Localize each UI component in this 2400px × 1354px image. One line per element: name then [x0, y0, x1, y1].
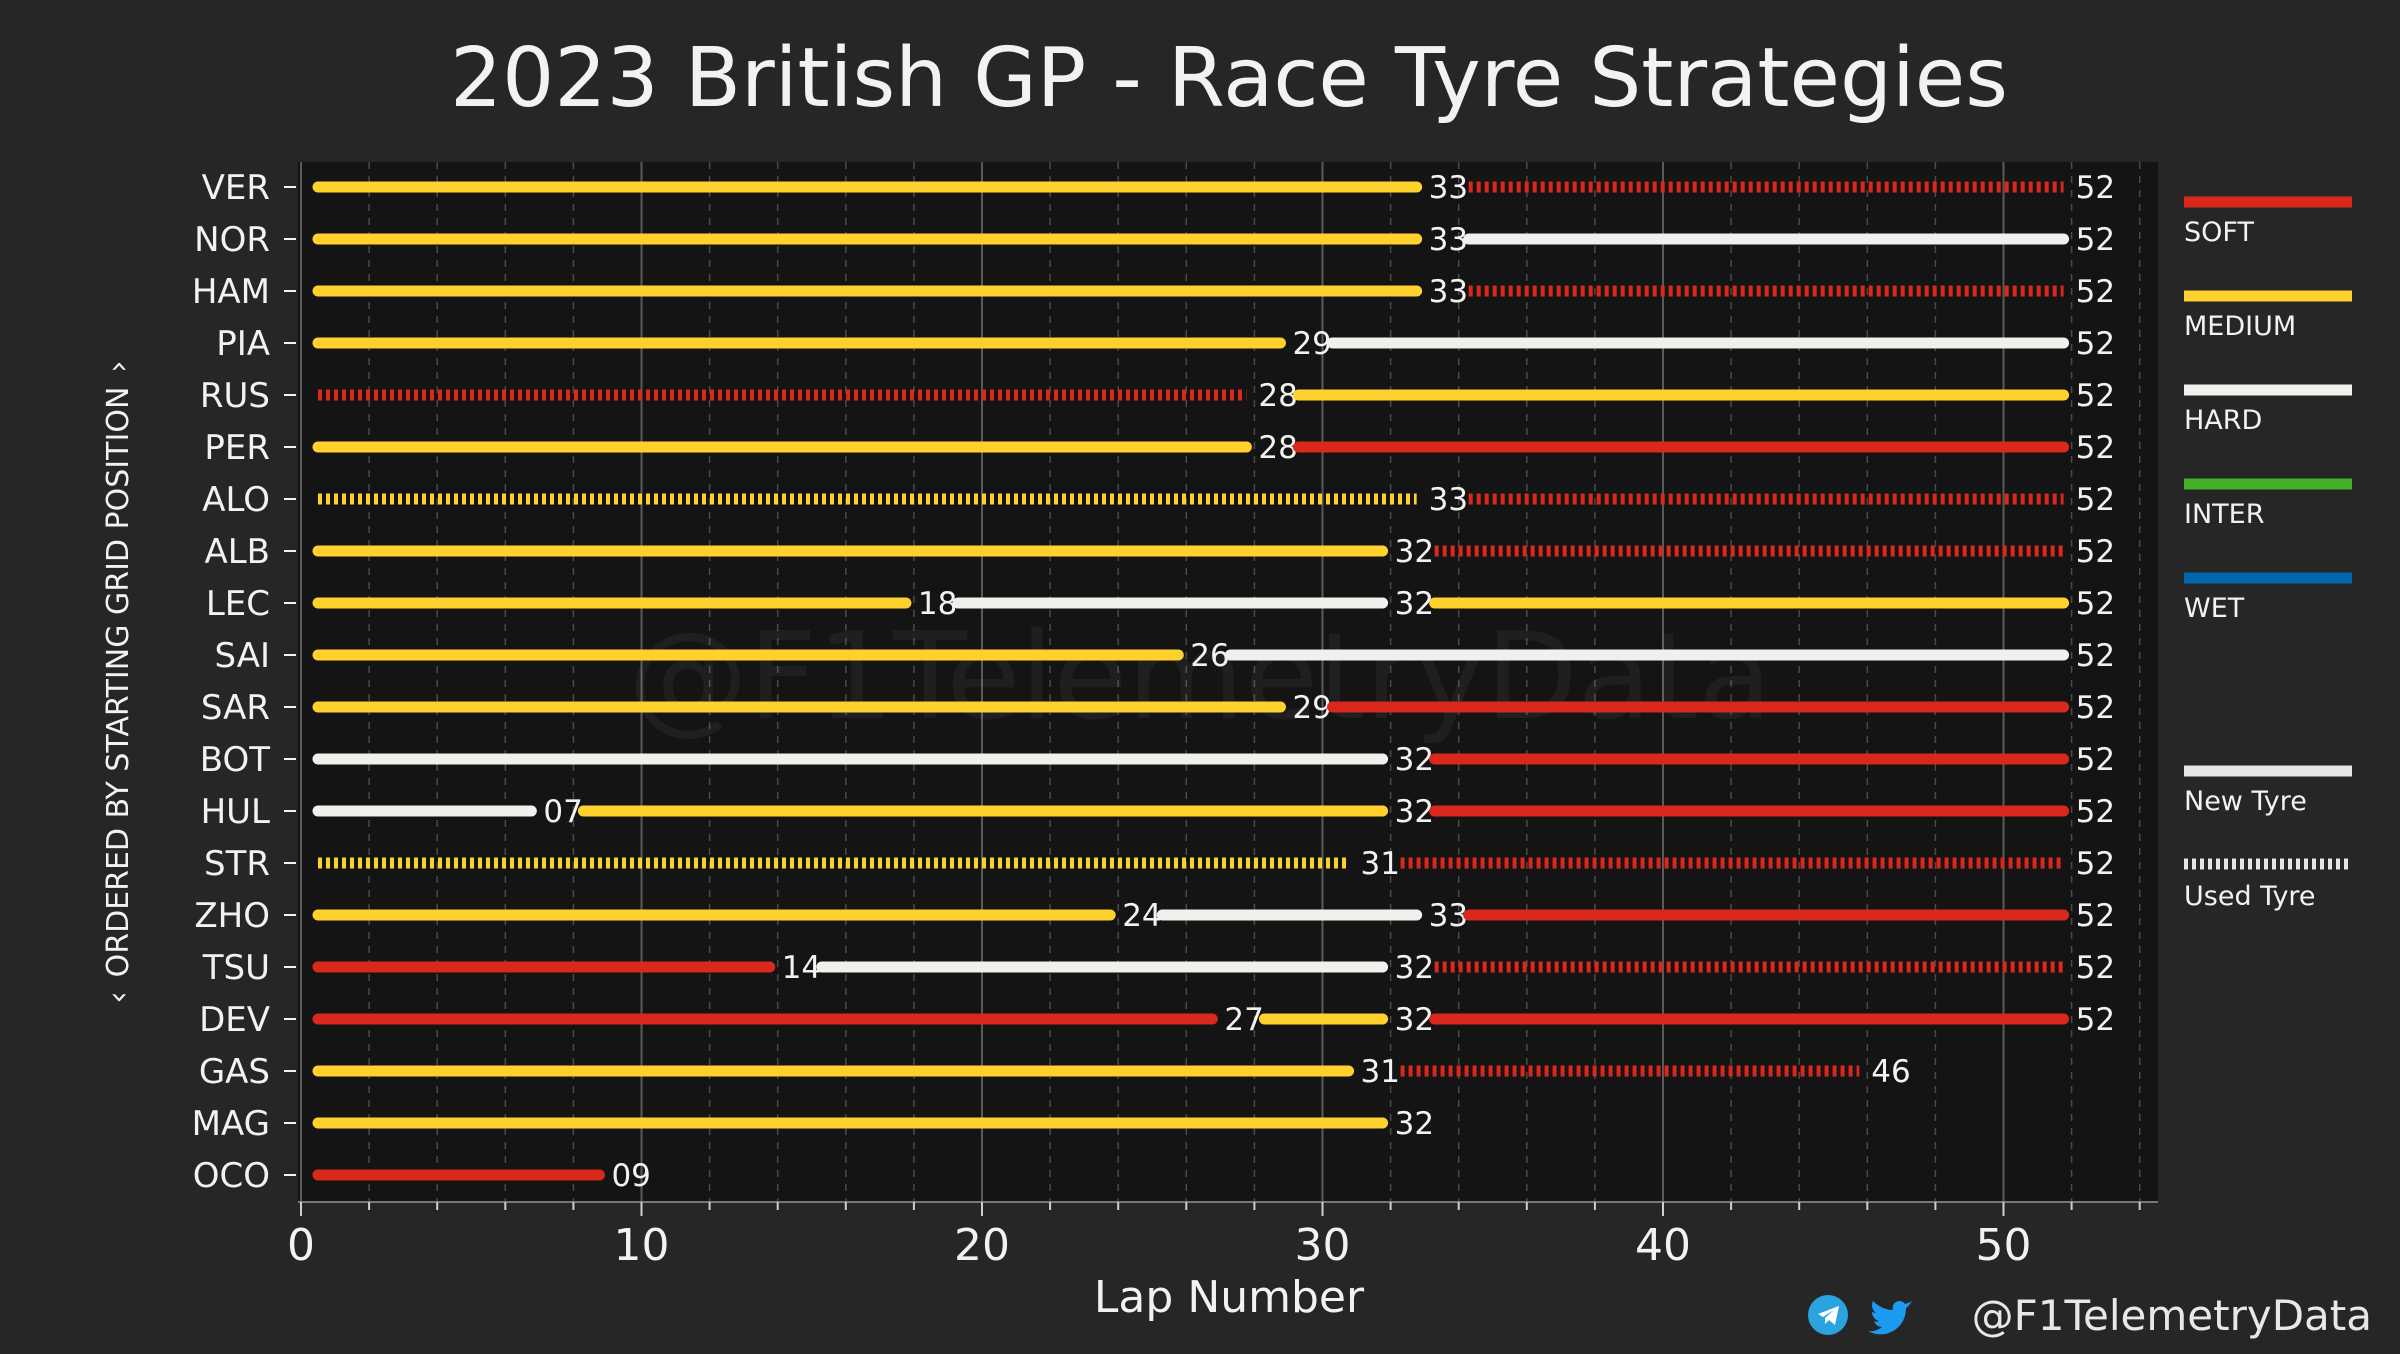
stint-end-label: 52: [2076, 430, 2115, 466]
twitter-icon[interactable]: [1868, 1300, 1912, 1335]
legend-label-soft: SOFT: [2184, 217, 2254, 248]
y-tick-label-alb: ALB: [204, 532, 270, 572]
stint-bars: 33 52 33 52 33 52 29 52 28 52 28 52 33 52 32 52 18 32 52 26…: [312, 170, 2115, 1194]
legend-label-new-tyre: New Tyre: [2184, 786, 2307, 817]
y-tick-label-ver: VER: [202, 168, 270, 208]
stint-end-label: 52: [2076, 274, 2115, 310]
y-tick-label-sar: SAR: [201, 688, 270, 728]
y-tick-label-gas: GAS: [199, 1052, 270, 1092]
stint-end-label: 14: [782, 950, 821, 986]
stint-end-label: 32: [1395, 742, 1434, 778]
legend-label-hard: HARD: [2184, 405, 2262, 436]
y-tick-label-bot: BOT: [200, 740, 270, 780]
stint-end-label: 32: [1395, 1002, 1434, 1038]
y-axis: VER NOR HAM PIA RUS PER ALO ALB LEC SAI SAR BOT HUL S…: [192, 168, 296, 1196]
stint-end-label: 32: [1395, 950, 1434, 986]
stint-end-label: 52: [2076, 638, 2115, 674]
x-tick-label: 50: [1976, 1220, 2032, 1271]
y-axis-label: ‹ ORDERED BY STARTING GRID POSITION ›: [101, 361, 136, 1004]
stint-end-label: 52: [2076, 482, 2115, 518]
chart-title: 2023 British GP - Race Tyre Strategies: [450, 31, 2008, 126]
legend-label-wet: WET: [2184, 593, 2245, 624]
stint-end-label: 52: [2076, 586, 2115, 622]
stint-end-label: 33: [1429, 170, 1468, 206]
stint-end-label: 24: [1122, 898, 1161, 934]
stint-end-label: 27: [1224, 1002, 1263, 1038]
stint-end-label: 52: [2076, 794, 2115, 830]
grid-lines: [300, 162, 2141, 1202]
stint-end-label: 33: [1429, 222, 1468, 258]
stint-end-label: 52: [2076, 950, 2115, 986]
stint-end-label: 31: [1361, 846, 1400, 882]
legend-label-medium: MEDIUM: [2184, 311, 2296, 342]
footer-handle: @F1TelemetryData: [1808, 1291, 2372, 1340]
stint-end-label: 52: [2076, 534, 2115, 570]
stint-end-label: 18: [918, 586, 957, 622]
stint-end-label: 28: [1258, 430, 1297, 466]
x-tick-label: 20: [954, 1220, 1010, 1271]
stint-end-label: 26: [1190, 638, 1229, 674]
y-tick-label-hul: HUL: [201, 792, 270, 832]
stint-end-label: 46: [1871, 1054, 1910, 1090]
y-tick-label-str: STR: [204, 844, 270, 884]
stint-end-label: 28: [1258, 378, 1297, 414]
stint-end-label: 32: [1395, 534, 1434, 570]
y-tick-label-lec: LEC: [206, 584, 270, 624]
y-axis-label-text: ORDERED BY STARTING GRID POSITION: [101, 387, 136, 978]
stint-end-label: 32: [1395, 794, 1434, 830]
x-axis-label: Lap Number: [1094, 1272, 1365, 1323]
plot-area: [298, 162, 2158, 1202]
x-tick-label: 10: [614, 1220, 670, 1271]
y-tick-label-nor: NOR: [194, 220, 270, 260]
stint-end-label: 52: [2076, 170, 2115, 206]
stint-end-label: 52: [2076, 690, 2115, 726]
stint-end-label: 32: [1395, 1106, 1434, 1142]
stint-end-label: 32: [1395, 586, 1434, 622]
stint-end-label: 52: [2076, 1002, 2115, 1038]
stint-end-label: 29: [1292, 326, 1331, 362]
legend-label-inter: INTER: [2184, 499, 2264, 530]
y-tick-label-pia: PIA: [216, 324, 270, 364]
y-tick-label-tsu: TSU: [202, 948, 270, 988]
stint-end-label: 52: [2076, 898, 2115, 934]
legend: SOFT MEDIUM HARD INTER WET New Tyre Used Tyre: [2184, 196, 2352, 912]
x-axis: 0 10 20 30 40 50: [287, 1201, 2158, 1271]
y-tick-label-oco: OCO: [193, 1156, 270, 1196]
watermark: @F1TelemetryData: [628, 608, 1772, 747]
legend-label-used-tyre: Used Tyre: [2184, 881, 2316, 912]
stint-end-label: 52: [2076, 378, 2115, 414]
y-tick-label-ham: HAM: [192, 272, 270, 312]
y-axis-arrow-end: ›: [101, 361, 136, 373]
stint-end-label: 29: [1292, 690, 1331, 726]
stint-end-label: 07: [543, 794, 582, 830]
stint-end-label: 33: [1429, 482, 1468, 518]
stint-end-label: 52: [2076, 742, 2115, 778]
y-axis-label-group: ‹ ORDERED BY STARTING GRID POSITION ›: [101, 361, 136, 1004]
x-tick-label: 40: [1635, 1220, 1691, 1271]
y-tick-label-mag: MAG: [192, 1104, 270, 1144]
y-tick-label-sai: SAI: [215, 636, 271, 676]
stint-end-label: 52: [2076, 846, 2115, 882]
y-tick-label-per: PER: [204, 428, 270, 468]
y-tick-label-zho: ZHO: [194, 896, 270, 936]
stint-end-label: 09: [611, 1158, 650, 1194]
stint-end-label: 33: [1429, 898, 1468, 934]
y-axis-arrow-start: ‹: [101, 991, 136, 1003]
footer-handle-text[interactable]: @F1TelemetryData: [1972, 1291, 2372, 1340]
x-tick-label: 0: [287, 1220, 315, 1271]
stint-end-label: 52: [2076, 222, 2115, 258]
y-tick-label-dev: DEV: [199, 1000, 270, 1040]
stint-end-label: 31: [1361, 1054, 1400, 1090]
telegram-icon[interactable]: [1808, 1295, 1848, 1335]
stint-end-label: 52: [2076, 326, 2115, 362]
y-tick-label-alo: ALO: [202, 480, 270, 520]
x-tick-label: 30: [1295, 1220, 1351, 1271]
y-tick-label-rus: RUS: [200, 376, 270, 416]
stint-end-label: 33: [1429, 274, 1468, 310]
